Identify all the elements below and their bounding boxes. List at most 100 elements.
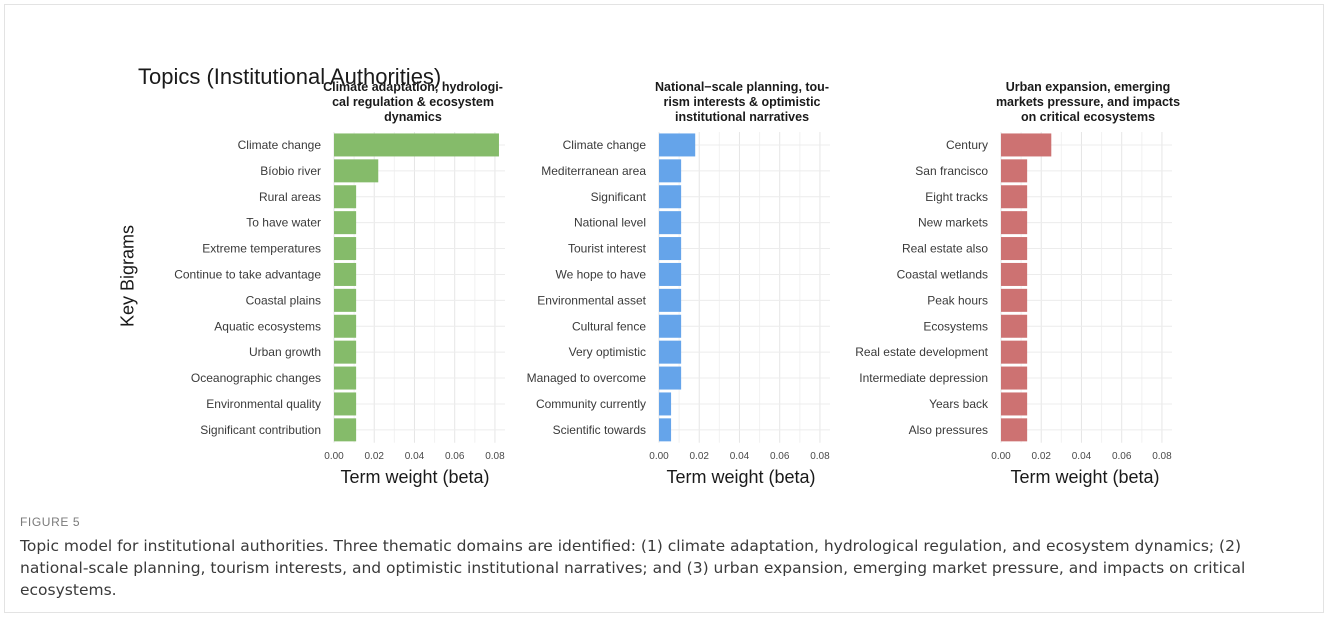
x-tick-label: 0.06 bbox=[1112, 451, 1132, 462]
bar bbox=[659, 288, 682, 312]
bar bbox=[1001, 159, 1028, 183]
category-label: Managed to overcome bbox=[527, 371, 647, 385]
x-tick-label: 0.08 bbox=[1152, 451, 1172, 462]
bar bbox=[659, 185, 682, 209]
panel-3-title: Urban expansion, emerging markets pressur… bbox=[988, 80, 1188, 125]
category-label: Significant contribution bbox=[200, 423, 321, 437]
category-label: San francisco bbox=[915, 164, 988, 178]
panel-1-title: Climate adaptation, hydrologi-cal regula… bbox=[318, 80, 508, 125]
category-label: Century bbox=[946, 138, 988, 152]
x-tick-label: 0.00 bbox=[649, 451, 669, 462]
x-tick-label: 0.04 bbox=[405, 451, 425, 462]
panel-title-line: cal regulation & ecosystem bbox=[332, 95, 494, 109]
category-label: New markets bbox=[918, 216, 988, 230]
bar bbox=[334, 211, 357, 235]
category-label: Oceanographic changes bbox=[191, 371, 321, 385]
category-label: Tourist interest bbox=[568, 242, 647, 256]
category-label: Environmental quality bbox=[206, 397, 321, 411]
category-label: Very optimistic bbox=[569, 345, 646, 359]
x-tick-label: 0.04 bbox=[1072, 451, 1092, 462]
bar bbox=[1001, 418, 1028, 442]
bar bbox=[334, 340, 357, 364]
category-label: Ecosystems bbox=[923, 319, 988, 333]
panel-title-line: Urban expansion, emerging bbox=[1005, 80, 1171, 94]
category-label: Eight tracks bbox=[925, 190, 988, 204]
category-label: Continue to take advantage bbox=[174, 267, 321, 281]
bar bbox=[659, 340, 682, 364]
bar bbox=[1001, 288, 1028, 312]
bar bbox=[334, 159, 379, 183]
panel-title-line: markets pressure, and impacts bbox=[995, 95, 1181, 109]
x-tick-label: 0.02 bbox=[690, 451, 710, 462]
category-label: We hope to have bbox=[555, 267, 646, 281]
bar bbox=[1001, 237, 1028, 261]
panel-title-line: on critical ecosystems bbox=[1020, 110, 1156, 124]
x-tick-label: 0.06 bbox=[770, 451, 790, 462]
x-tick-label: 0.02 bbox=[1032, 451, 1052, 462]
category-label: Urban growth bbox=[249, 345, 321, 359]
bar bbox=[334, 314, 357, 338]
category-label: Climate change bbox=[563, 138, 647, 152]
bar bbox=[659, 159, 682, 183]
bar bbox=[659, 262, 682, 286]
category-label: Climate change bbox=[238, 138, 322, 152]
panel-title-line: National−scale planning, tou- bbox=[655, 80, 829, 94]
x-tick-label: 0.02 bbox=[365, 451, 385, 462]
category-label: Significant bbox=[591, 190, 647, 204]
x-tick-label: 0.04 bbox=[730, 451, 750, 462]
figure-frame bbox=[4, 4, 1324, 613]
category-label: Cultural fence bbox=[572, 319, 646, 333]
category-label: Aquatic ecosystems bbox=[214, 319, 321, 333]
category-label: To have water bbox=[246, 216, 321, 230]
x-tick-label: 0.06 bbox=[445, 451, 465, 462]
bar bbox=[334, 237, 357, 261]
panel-title-line: dynamics bbox=[384, 110, 442, 124]
category-label: Peak hours bbox=[927, 293, 988, 307]
bar bbox=[334, 392, 357, 416]
panel-3-x-label: Term weight (beta) bbox=[1010, 467, 1160, 487]
x-tick-label: 0.00 bbox=[324, 451, 344, 462]
panel-1-x-label: Term weight (beta) bbox=[340, 467, 490, 487]
bar bbox=[1001, 366, 1028, 390]
category-label: Also pressures bbox=[909, 423, 988, 437]
panel-title-line: rism interests & optimistic bbox=[663, 95, 821, 109]
category-label: Bíobio river bbox=[260, 164, 321, 178]
bar bbox=[659, 418, 672, 442]
category-label: Real estate also bbox=[902, 242, 988, 256]
bar bbox=[659, 133, 696, 157]
panel-title-line: Climate adaptation, hydrologi- bbox=[323, 80, 503, 94]
bar bbox=[334, 288, 357, 312]
category-label: National level bbox=[574, 216, 646, 230]
bar bbox=[1001, 262, 1028, 286]
bar bbox=[334, 133, 499, 157]
bar bbox=[659, 314, 682, 338]
category-label: Mediterranean area bbox=[541, 164, 646, 178]
bar bbox=[659, 211, 682, 235]
category-label: Real estate development bbox=[855, 345, 988, 359]
category-label: Environmental asset bbox=[537, 293, 646, 307]
category-label: Scientific towards bbox=[553, 423, 646, 437]
bar bbox=[1001, 133, 1052, 157]
bar bbox=[334, 262, 357, 286]
bar bbox=[659, 392, 672, 416]
panel-2-title: National−scale planning, tou-rism intere… bbox=[642, 80, 842, 125]
category-label: Extreme temperatures bbox=[202, 242, 321, 256]
bar bbox=[659, 366, 682, 390]
bar bbox=[1001, 314, 1028, 338]
x-tick-label: 0.00 bbox=[991, 451, 1011, 462]
figure-label: FIGURE 5 bbox=[20, 515, 81, 529]
x-tick-label: 0.08 bbox=[485, 451, 505, 462]
bar bbox=[1001, 185, 1028, 209]
bar bbox=[334, 185, 357, 209]
figure-title: Topics (Institutional Authorities) bbox=[138, 64, 442, 89]
bar bbox=[1001, 392, 1028, 416]
bar bbox=[334, 418, 357, 442]
bar bbox=[334, 366, 357, 390]
category-label: Coastal wetlands bbox=[897, 267, 988, 281]
bar bbox=[659, 237, 682, 261]
figure-caption: Topic model for institutional authoritie… bbox=[20, 537, 1246, 599]
panel-2-x-label: Term weight (beta) bbox=[666, 467, 816, 487]
